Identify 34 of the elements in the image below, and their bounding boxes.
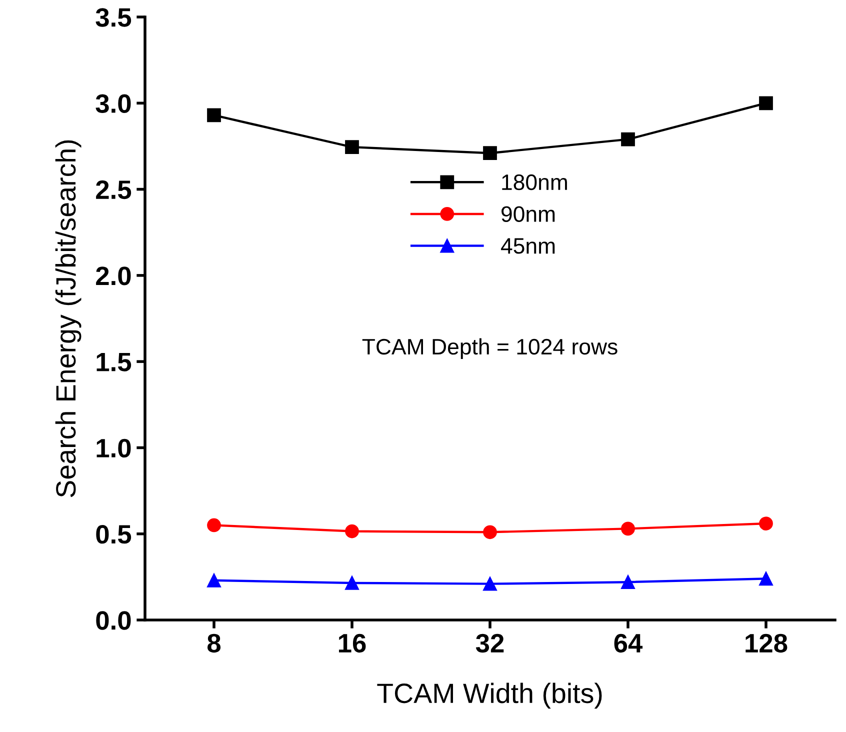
- y-tick-label: 2.0: [96, 266, 131, 286]
- y-tick-label: 1.0: [96, 438, 131, 458]
- y-tick-label: 0.5: [96, 524, 132, 544]
- point: [345, 140, 359, 154]
- point: [483, 146, 497, 160]
- point: [759, 572, 773, 586]
- y-axis-title: Search Energy (fJ/bit/search): [55, 140, 82, 498]
- x-axis-title: TCAM Width (bits): [377, 682, 602, 709]
- legend-label: 90nm: [502, 206, 555, 222]
- point: [483, 525, 497, 540]
- y-tick-label: 1.5: [96, 352, 132, 372]
- legend-label: 180nm: [502, 174, 567, 190]
- point: [207, 108, 221, 122]
- point: [207, 518, 221, 532]
- x-tick-label: 16: [338, 634, 366, 653]
- point: [759, 516, 773, 530]
- x-tick-label: 32: [476, 634, 504, 653]
- point: [345, 576, 359, 590]
- point: [621, 132, 635, 146]
- x-tick-label: 8: [208, 634, 221, 653]
- point: [483, 576, 497, 591]
- annotation: TCAM Depth = 1024 rows: [362, 338, 618, 360]
- y-tick-label: 0.0: [96, 611, 131, 630]
- point: [207, 573, 221, 588]
- legend-label: 45nm: [500, 238, 555, 254]
- x-tick-label: 128: [746, 634, 788, 653]
- point: [345, 524, 359, 538]
- y-tick-label: 2.5: [96, 180, 132, 200]
- x-tick-label: 64: [614, 634, 643, 653]
- point: [621, 522, 635, 536]
- y-tick-label: 3.5: [96, 8, 132, 27]
- point: [621, 575, 635, 590]
- point: [759, 96, 773, 110]
- y-tick-label: 3.0: [96, 94, 131, 113]
